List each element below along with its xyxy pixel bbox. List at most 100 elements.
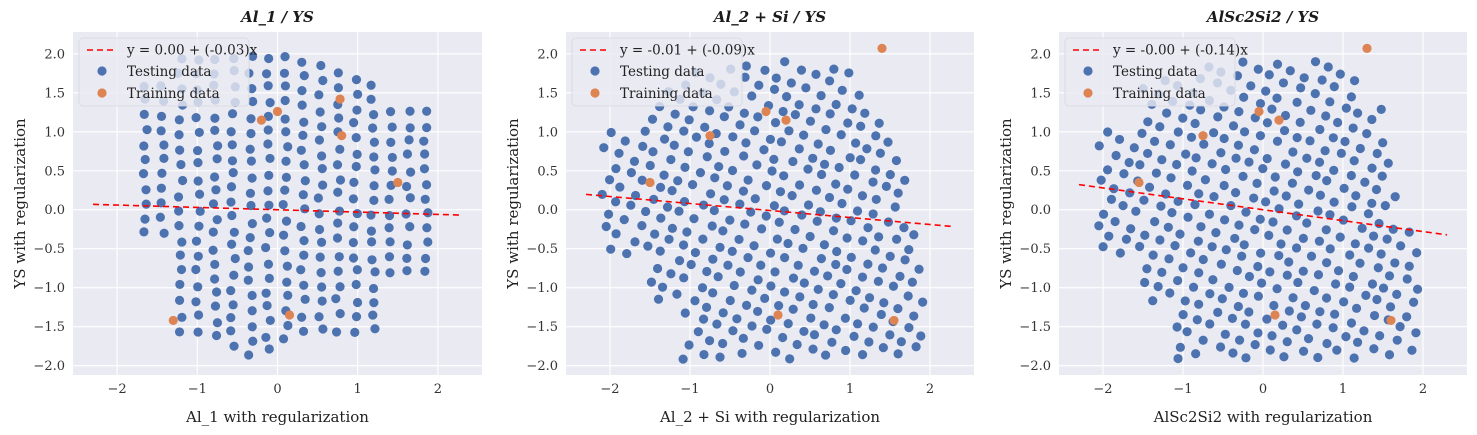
testing-data-point [864, 293, 875, 303]
testing-data-point [640, 126, 650, 136]
testing-data-point [1244, 271, 1255, 282]
testing-data-point [1272, 284, 1282, 294]
testing-data-point [247, 306, 257, 316]
testing-data-point [367, 237, 377, 247]
testing-data-point [1325, 244, 1335, 254]
testing-data-point [300, 204, 310, 214]
testing-data-point [384, 252, 395, 262]
testing-data-point [885, 251, 895, 261]
testing-data-point [847, 104, 857, 114]
testing-data-point [1339, 297, 1349, 307]
testing-data-point [1135, 241, 1145, 252]
testing-data-point [1329, 81, 1339, 92]
testing-data-point [1102, 165, 1113, 175]
testing-data-point [765, 134, 776, 144]
testing-data-point [247, 322, 257, 332]
testing-data-point [246, 200, 256, 211]
legend-label-fit: y = -0.00 + (-0.14)x [1112, 43, 1248, 59]
testing-data-point [1217, 294, 1227, 304]
testing-data-point [1330, 309, 1340, 319]
testing-data-point [1180, 296, 1190, 306]
testing-data-point [369, 181, 379, 191]
testing-data-point [349, 118, 359, 128]
testing-data-point [1220, 215, 1230, 225]
testing-data-point [883, 217, 894, 227]
testing-data-point [876, 309, 886, 320]
testing-data-point [210, 259, 220, 270]
testing-data-point [1175, 342, 1185, 352]
testing-data-point [811, 104, 821, 114]
testing-data-point [1173, 127, 1183, 137]
testing-data-point [281, 156, 291, 166]
testing-data-point [1143, 148, 1153, 159]
testing-data-point [630, 237, 640, 247]
testing-data-point [1098, 242, 1108, 252]
testing-data-point [370, 267, 380, 277]
x-tick-label: −2 [600, 382, 619, 397]
testing-data-point [753, 306, 763, 317]
testing-data-point [351, 132, 361, 143]
y-axis-label: YS with regularization [11, 118, 29, 290]
testing-data-point [1296, 312, 1306, 322]
testing-data-point [1312, 319, 1322, 329]
testing-data-point [282, 261, 292, 271]
testing-data-point [226, 127, 236, 137]
testing-data-point [1311, 170, 1321, 181]
testing-data-point [1313, 206, 1323, 216]
testing-data-point [611, 229, 621, 239]
testing-data-point [1244, 157, 1254, 167]
testing-data-point [226, 326, 236, 336]
testing-data-point [737, 348, 747, 359]
testing-data-point [1250, 224, 1260, 235]
testing-data-point [707, 221, 717, 231]
testing-data-point [883, 137, 893, 147]
testing-data-point [1282, 225, 1292, 235]
testing-data-point [914, 264, 924, 274]
testing-data-point [647, 114, 658, 124]
testing-data-point [423, 237, 433, 247]
legend-label-fit: y = -0.01 + (-0.09)x [619, 43, 755, 59]
testing-data-point [280, 52, 290, 62]
chart-title: AlSc2Si2 / YS [1205, 8, 1319, 26]
testing-data-point [1094, 221, 1104, 231]
testing-data-point [1371, 184, 1382, 195]
testing-data-point [1250, 340, 1260, 350]
y-tick-label: 2.0 [44, 47, 65, 62]
testing-data-point [682, 227, 692, 237]
testing-data-point [1306, 251, 1317, 261]
testing-data-point [684, 340, 694, 350]
testing-data-point [1190, 118, 1200, 129]
testing-data-point [811, 185, 822, 195]
testing-data-point [1221, 245, 1231, 255]
testing-data-point [1249, 193, 1259, 203]
testing-data-point [808, 153, 818, 163]
testing-data-point [666, 269, 676, 279]
testing-data-point [261, 242, 271, 253]
testing-data-point [159, 153, 169, 163]
testing-data-point [420, 149, 430, 159]
testing-data-point [281, 216, 292, 226]
testing-data-point [719, 112, 729, 122]
testing-data-point [300, 176, 310, 186]
testing-data-point [264, 170, 274, 180]
testing-data-point [208, 227, 218, 237]
testing-data-point [1298, 233, 1308, 243]
testing-data-point [1196, 222, 1206, 232]
testing-data-point [246, 156, 256, 166]
testing-data-point [280, 95, 290, 106]
testing-data-point [174, 295, 185, 305]
testing-data-point [420, 194, 430, 204]
testing-data-point [875, 148, 885, 158]
testing-data-point [719, 195, 729, 205]
testing-data-point [1238, 171, 1248, 181]
testing-data-point [300, 294, 310, 304]
testing-data-point [1392, 289, 1402, 299]
testing-data-point [1199, 139, 1209, 149]
testing-data-point [739, 151, 749, 161]
testing-data-point [297, 312, 307, 322]
testing-data-point [384, 194, 394, 204]
testing-data-point [718, 226, 728, 236]
testing-data-point [1178, 263, 1188, 273]
testing-data-point [264, 344, 274, 354]
testing-data-point [723, 260, 733, 270]
